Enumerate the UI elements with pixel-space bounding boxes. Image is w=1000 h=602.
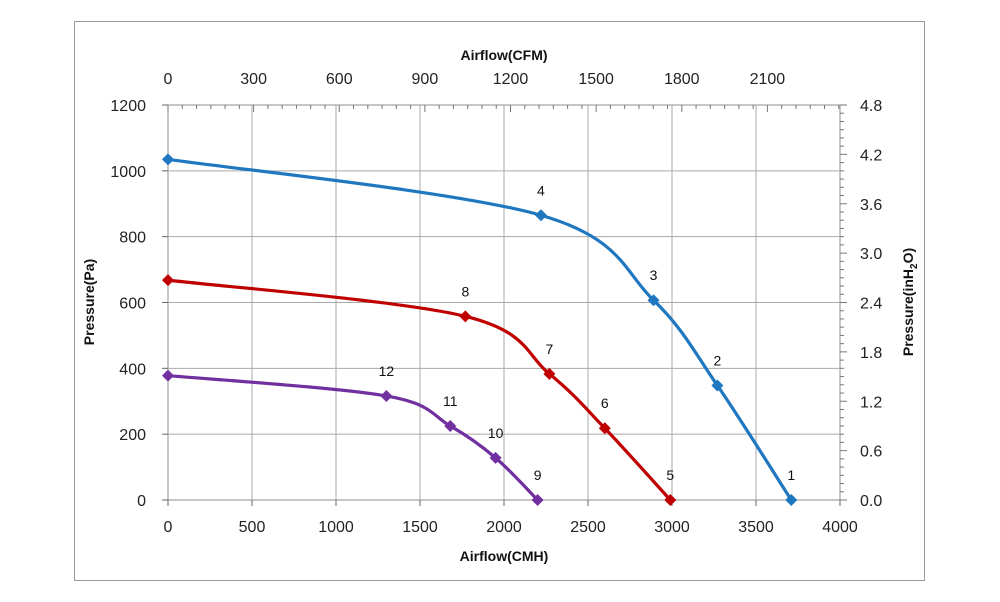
x-bottom-axis-title: Airflow(CMH) xyxy=(460,548,549,564)
data-point-label: 8 xyxy=(461,283,469,299)
x-bottom-tick-label: 4000 xyxy=(822,519,858,536)
y-right-tick-label: 0.6 xyxy=(860,444,882,461)
x-bottom-tick-label: 3500 xyxy=(738,519,774,536)
data-point-marker xyxy=(543,367,556,380)
y-right-axis-title-main: Pressure(inH xyxy=(900,269,916,356)
data-point-marker xyxy=(534,209,547,222)
data-point-marker xyxy=(459,310,472,323)
y-right-axis-title-end: O) xyxy=(900,248,916,264)
data-point-marker xyxy=(711,379,724,392)
data-point-marker xyxy=(531,494,544,506)
data-point-label: 3 xyxy=(650,267,658,283)
x-bottom-tick-label: 0 xyxy=(164,519,173,536)
x-top-tick-label: 1500 xyxy=(578,71,614,88)
y-left-tick-label: 1000 xyxy=(110,164,146,181)
y-left-tick-label: 200 xyxy=(119,427,146,444)
data-point-label: 5 xyxy=(666,467,674,483)
y-right-tick-label: 3.6 xyxy=(860,197,882,214)
y-right-tick-label: 1.2 xyxy=(860,394,882,411)
data-point-label: 11 xyxy=(443,393,458,409)
x-top-tick-label: 900 xyxy=(412,71,439,88)
y-left-tick-label: 800 xyxy=(119,230,146,247)
x-bottom-tick-label: 500 xyxy=(239,519,266,536)
data-point-marker xyxy=(598,422,611,435)
x-top-tick-label: 600 xyxy=(326,71,353,88)
x-bottom-tick-label: 2000 xyxy=(486,519,522,536)
x-top-tick-label: 1800 xyxy=(664,71,700,88)
data-point-marker xyxy=(162,153,174,166)
y-right-tick-label: 3.0 xyxy=(860,246,882,263)
data-point-marker xyxy=(489,451,502,464)
series-line-2 xyxy=(167,278,672,502)
y-right-axis-title: Pressure(inH2O) xyxy=(900,248,920,356)
y-right-tick-label: 4.8 xyxy=(860,98,882,115)
x-bottom-tick-label: 2500 xyxy=(570,519,606,536)
x-top-tick-label: 2100 xyxy=(750,71,786,88)
x-bottom-tick-label: 1500 xyxy=(402,519,438,536)
y-left-tick-label: 600 xyxy=(119,296,146,313)
y-right-tick-label: 2.4 xyxy=(860,296,882,313)
data-point-label: 2 xyxy=(713,352,721,368)
data-point-label: 1 xyxy=(787,467,795,483)
y-right-axis-title-subscript: 2 xyxy=(909,263,920,269)
data-point-label: 7 xyxy=(545,341,553,357)
data-point-marker xyxy=(380,389,393,402)
data-point-label: 9 xyxy=(534,467,542,483)
data-point-marker xyxy=(647,294,660,307)
y-right-tick-label: 4.2 xyxy=(860,147,882,164)
x-top-axis-title: Airflow(CFM) xyxy=(460,47,547,63)
x-bottom-tick-label: 1000 xyxy=(318,519,354,536)
series-line-1 xyxy=(167,157,793,501)
data-point-marker xyxy=(664,494,677,506)
x-top-tick-label: 0 xyxy=(164,71,173,88)
data-point-label: 6 xyxy=(601,395,609,411)
data-point-marker xyxy=(162,274,174,287)
data-point-marker xyxy=(785,494,798,506)
series-line-3 xyxy=(167,373,539,502)
y-right-tick-label: 1.8 xyxy=(860,345,882,362)
y-left-tick-label: 400 xyxy=(119,361,146,378)
data-point-label: 10 xyxy=(488,425,504,441)
x-top-tick-label: 1200 xyxy=(493,71,529,88)
data-point-marker xyxy=(444,419,457,432)
data-point-label: 4 xyxy=(537,182,545,198)
data-point-marker xyxy=(162,369,174,382)
y-left-tick-label: 1200 xyxy=(110,98,146,115)
y-left-tick-label: 0 xyxy=(137,493,146,510)
data-point-label: 12 xyxy=(379,363,395,379)
y-left-axis-title: Pressure(Pa) xyxy=(81,259,97,345)
x-bottom-tick-label: 3000 xyxy=(654,519,690,536)
x-top-tick-label: 300 xyxy=(240,71,267,88)
y-right-tick-label: 0.0 xyxy=(860,493,882,510)
